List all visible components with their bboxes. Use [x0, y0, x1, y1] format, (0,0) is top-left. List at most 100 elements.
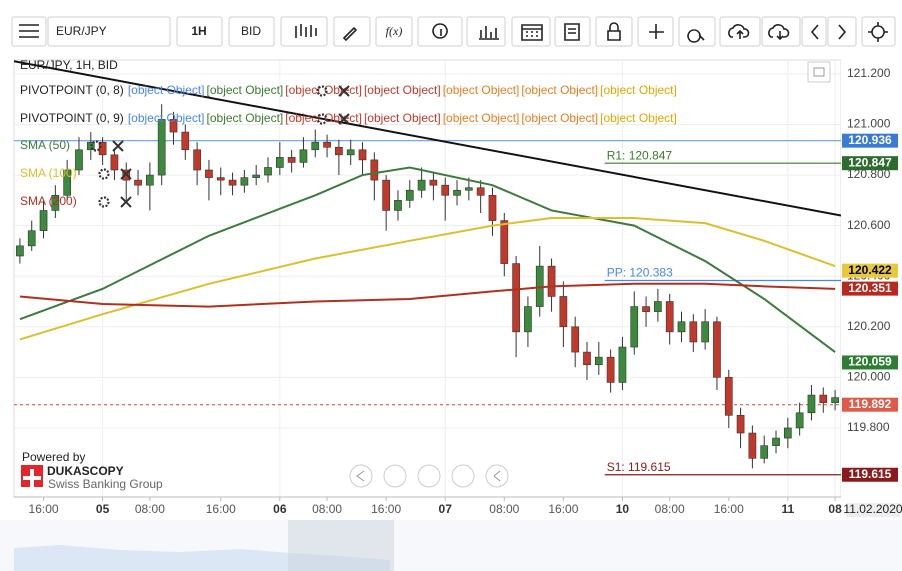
- settings-icon[interactable]: [98, 168, 110, 180]
- settings-icon[interactable]: [316, 85, 328, 97]
- candle-body: [16, 245, 24, 257]
- maximize-icon: [813, 67, 825, 77]
- settings-icon[interactable]: [98, 196, 110, 208]
- candle-body: [193, 149, 201, 171]
- candle-body: [311, 141, 320, 151]
- toolbar-icon: [728, 24, 750, 39]
- candle-body: [358, 149, 367, 161]
- price-tag: [842, 467, 898, 482]
- toolbar-icon: [521, 24, 543, 41]
- toolbar-button[interactable]: [861, 16, 896, 47]
- navigation-buttons: [349, 464, 509, 488]
- candle-body: [134, 179, 142, 186]
- toolbar-icon: [432, 23, 448, 39]
- brand-tagline: Swiss Banking Group: [48, 477, 163, 491]
- nav-left[interactable]: [349, 464, 373, 488]
- settings-icon[interactable]: [316, 113, 328, 125]
- x-tick-label: 08:00: [655, 502, 685, 516]
- toolbar-button[interactable]: [176, 16, 223, 47]
- candle-body: [323, 141, 331, 148]
- candle-body: [216, 177, 225, 181]
- pivot-part: [object Object]: [364, 111, 441, 125]
- nav-zoom-in[interactable]: [451, 464, 475, 488]
- navigator-window[interactable]: [288, 520, 394, 571]
- remove-icon[interactable]: [338, 85, 350, 97]
- remove-icon[interactable]: [120, 168, 132, 180]
- candle-body: [27, 230, 36, 247]
- toolbar-button[interactable]: [761, 16, 801, 47]
- toolbar-button[interactable]: [827, 16, 857, 47]
- candle-body: [63, 169, 72, 196]
- plot: R1: 120.847 PP: 120.383 S1: 119.615: [14, 60, 841, 476]
- nav-right[interactable]: [485, 464, 509, 488]
- candle-body: [736, 415, 745, 434]
- price-axis: [841, 60, 902, 497]
- candle-body: [488, 194, 497, 221]
- cursor-date: 11.02.2020: [843, 502, 902, 516]
- pivot-label: PIVOTPOINT (0, 9) [object Object] [object …: [20, 111, 677, 125]
- candle-body: [86, 141, 95, 151]
- pivot-part: [object Object]: [207, 111, 284, 125]
- candle-body: [748, 432, 757, 459]
- candle-body: [252, 174, 261, 178]
- y-tick-label: 120.000: [847, 370, 891, 384]
- price-tag: [842, 355, 898, 370]
- nav-reset[interactable]: [417, 464, 441, 488]
- y-tick-label: 121.200: [847, 66, 891, 80]
- pivot-part: [object Object]: [128, 111, 205, 125]
- candle-body: [524, 306, 532, 333]
- level-label: PP: 120.383: [607, 266, 673, 280]
- maximize-button[interactable]: [807, 61, 831, 83]
- sma-line: [19, 217, 836, 341]
- pivot-part: [object Object]: [285, 83, 362, 97]
- toolbar-button[interactable]: [554, 16, 591, 47]
- toolbar-button[interactable]: [801, 16, 827, 47]
- candle-body: [476, 187, 485, 196]
- instrument-label: EUR/JPY, 1H, BID: [20, 58, 118, 72]
- toolbar-button[interactable]: [228, 16, 275, 47]
- price-tag-label: 119.615: [849, 467, 892, 481]
- x-tick-label: 08:00: [135, 502, 165, 516]
- toolbar-button[interactable]: [280, 16, 328, 47]
- candle-body: [665, 301, 674, 333]
- pivot-part: [object Object]: [443, 83, 520, 97]
- remove-icon[interactable]: [338, 113, 350, 125]
- candle-body: [689, 321, 698, 343]
- sma-label: SMA (50): [20, 138, 70, 152]
- candle-body: [417, 179, 426, 191]
- candle-body: [429, 179, 438, 186]
- pivot-name: PIVOTPOINT (0, 9): [20, 111, 124, 125]
- settings-icon[interactable]: [90, 140, 102, 152]
- toolbar-button[interactable]: [47, 16, 171, 47]
- candle-body: [571, 326, 580, 353]
- toolbar-button[interactable]: [417, 16, 463, 47]
- candle-body: [441, 184, 450, 196]
- cursor-date-box: [846, 503, 900, 517]
- pivot-part: [object Object]: [128, 83, 205, 97]
- price-tag-label: 120.936: [848, 133, 892, 147]
- pivot-part: [object Object]: [600, 83, 677, 97]
- candle-body: [559, 296, 568, 328]
- toolbar-button[interactable]: [333, 16, 371, 47]
- pivot-part: [object Object]: [443, 111, 520, 125]
- x-tick-label: 11: [781, 502, 794, 516]
- remove-icon[interactable]: [120, 196, 132, 208]
- pivot-part: [object Object]: [521, 83, 598, 97]
- toolbar-icon: [607, 22, 621, 41]
- y-tick-label: 121.000: [847, 117, 891, 131]
- level-label: R1: 120.847: [607, 148, 673, 162]
- toolbar-icon: [868, 22, 888, 42]
- toolbar-icon: [810, 24, 819, 40]
- price-tag-label: 120.847: [848, 155, 892, 169]
- trend-line: [14, 60, 841, 217]
- x-tick-label: 16:00: [206, 502, 236, 516]
- price-tag: [842, 133, 898, 148]
- nav-zoom-out[interactable]: [383, 464, 407, 488]
- price-tag: [842, 156, 898, 171]
- candle-body: [807, 394, 816, 414]
- toolbar-button[interactable]: [375, 16, 413, 47]
- pivot-part: [object Object]: [364, 83, 441, 97]
- remove-icon[interactable]: [112, 140, 124, 152]
- candle-body: [39, 210, 48, 232]
